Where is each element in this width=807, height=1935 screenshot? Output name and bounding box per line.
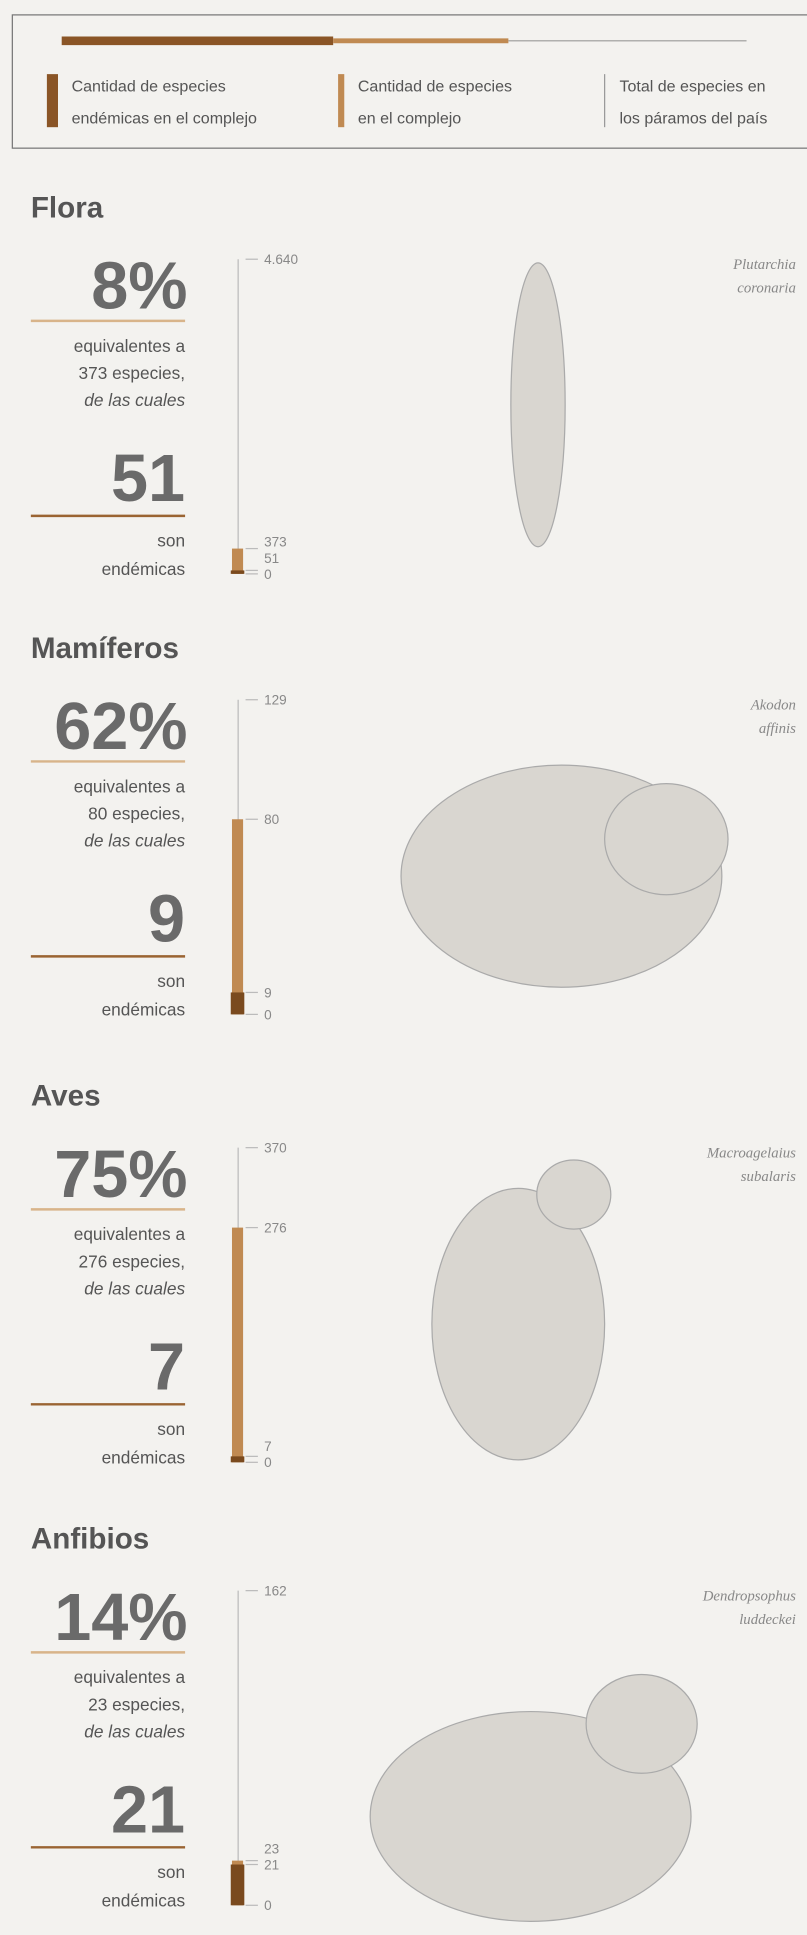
description: endémicas (102, 559, 186, 579)
tick-label: 0 (264, 567, 272, 582)
tick-label: 162 (264, 1584, 287, 1599)
legend-text: Total de especies en (619, 77, 765, 95)
description: son (157, 531, 185, 551)
legend-text: los páramos del país (619, 109, 767, 127)
description: de las cuales (84, 390, 185, 410)
description: equivalentes a (74, 1224, 186, 1244)
legend-box (11, 14, 807, 149)
tick-label: 4.640 (264, 252, 298, 267)
species-name: Macroagelaius (706, 1146, 796, 1162)
bar-endemic (230, 1864, 245, 1906)
endemic-count: 9 (148, 883, 185, 957)
description: de las cuales (84, 1278, 185, 1298)
description: de las cuales (84, 831, 185, 851)
tick-label: 7 (264, 1439, 272, 1454)
tick-label: 0 (264, 1898, 272, 1913)
species-name: affinis (759, 721, 796, 737)
illustration (431, 1187, 606, 1461)
description: endémicas (102, 1891, 186, 1911)
percent: 62% (54, 690, 187, 764)
tick-label: 51 (264, 551, 279, 566)
description: son (157, 1419, 185, 1439)
species-name: Akodon (750, 698, 796, 714)
percent: 14% (54, 1581, 187, 1655)
species-name: coronaria (737, 281, 796, 297)
description: 276 especies, (79, 1251, 186, 1271)
bar-species (231, 1227, 244, 1463)
bar-endemic (230, 570, 245, 574)
tick-label: 0 (264, 1007, 272, 1022)
description: 373 especies, (79, 363, 186, 383)
tick-label: 373 (264, 535, 287, 550)
endemic-count: 21 (111, 1773, 185, 1847)
bar-species (231, 548, 244, 574)
legend-text: endémicas en el complejo (72, 109, 257, 127)
bar-species (231, 819, 244, 1015)
legend-swatch (338, 74, 345, 128)
illustration (585, 1673, 698, 1774)
bar-endemic (230, 1456, 245, 1463)
illustration (604, 783, 729, 896)
tick-label: 0 (264, 1455, 272, 1470)
description: son (157, 971, 185, 991)
section-title: Flora (31, 191, 104, 224)
description: 80 especies, (88, 803, 185, 823)
description: endémicas (102, 1000, 186, 1020)
species-name: Dendropsophus (702, 1589, 796, 1605)
tick-label: 21 (264, 1857, 279, 1872)
tick-label: 276 (264, 1221, 287, 1236)
description: endémicas (102, 1448, 186, 1468)
description: equivalentes a (74, 776, 186, 796)
tick-label: 23 (264, 1841, 279, 1856)
legend-text: en el complejo (358, 109, 461, 127)
description: equivalentes a (74, 336, 186, 356)
percent: 8% (91, 250, 187, 324)
tick-label: 370 (264, 1141, 287, 1156)
section-title: Mamíferos (31, 632, 179, 665)
tick-label: 129 (264, 693, 287, 708)
endemic-count: 7 (148, 1331, 185, 1405)
legend-text: Cantidad de especies (72, 77, 226, 95)
species-name: luddeckei (739, 1612, 796, 1628)
section-title: Anfibios (31, 1523, 149, 1556)
illustration (510, 262, 566, 548)
bar-endemic (230, 992, 245, 1015)
description: equivalentes a (74, 1667, 186, 1687)
section-title: Aves (31, 1080, 101, 1113)
description: son (157, 1862, 185, 1882)
tick-label: 9 (264, 985, 272, 1000)
species-name: Plutarchia (732, 257, 796, 273)
percent: 75% (54, 1138, 187, 1212)
endemic-count: 51 (111, 442, 185, 516)
description: de las cuales (84, 1721, 185, 1741)
illustration (536, 1159, 612, 1230)
description: 23 especies, (88, 1694, 185, 1714)
tick-label: 80 (264, 812, 280, 827)
legend-text: Cantidad de especies (358, 77, 512, 95)
legend-swatch (46, 74, 58, 128)
species-name: subalaris (741, 1169, 796, 1185)
